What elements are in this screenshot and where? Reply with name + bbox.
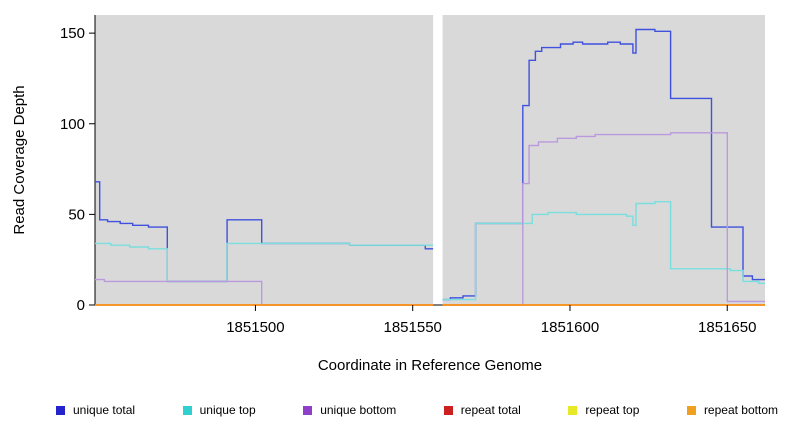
legend-item-unique-total: unique total [56,403,135,417]
legend-swatch-icon [56,405,65,415]
x-tick-label: 1851550 [383,319,441,336]
series-line-unique-top [95,242,434,283]
legend-swatch-icon [443,405,453,415]
plot-panel [95,15,765,305]
legend-item-repeat-top: repeat top [568,403,639,417]
legend-label: unique top [199,403,256,417]
legend-item-unique-bottom: unique bottom [303,403,396,417]
y-tick-label: 150 [60,25,85,42]
legend-item-repeat-bottom: repeat bottom [686,403,778,417]
y-axis-label: Read Coverage Depth [11,85,28,234]
legend-swatch-icon [182,405,192,415]
legend-label: unique bottom [320,403,397,417]
y-tick-label: 100 [60,116,85,133]
legend-item-repeat-total: repeat total [443,403,521,417]
coverage-gap-band [433,15,443,305]
x-tick-label: 1851600 [541,319,599,336]
y-tick-label: 0 [77,297,85,314]
x-axis-label: Coordinate in Reference Genome [318,357,542,374]
legend-swatch-icon [686,405,696,415]
y-tick-label: 50 [68,206,85,223]
legend-swatch-icon [303,405,313,415]
chart-legend: unique total unique top unique bottom repea… [0,388,792,432]
series-line-unique-top [442,200,765,301]
x-tick-label: 1851650 [698,319,756,336]
legend-label: unique total [73,403,136,417]
legend-label: repeat total [460,403,521,417]
legend-label: repeat bottom [703,403,778,417]
legend-label: repeat top [585,403,640,417]
legend-swatch-icon [568,405,578,415]
coverage-chart: Read Coverage Depth Coordinate in Refere… [11,15,765,374]
series-line-unique-bottom [442,132,765,306]
legend-item-unique-top: unique top [182,403,256,417]
x-tick-label: 1851500 [226,319,284,336]
